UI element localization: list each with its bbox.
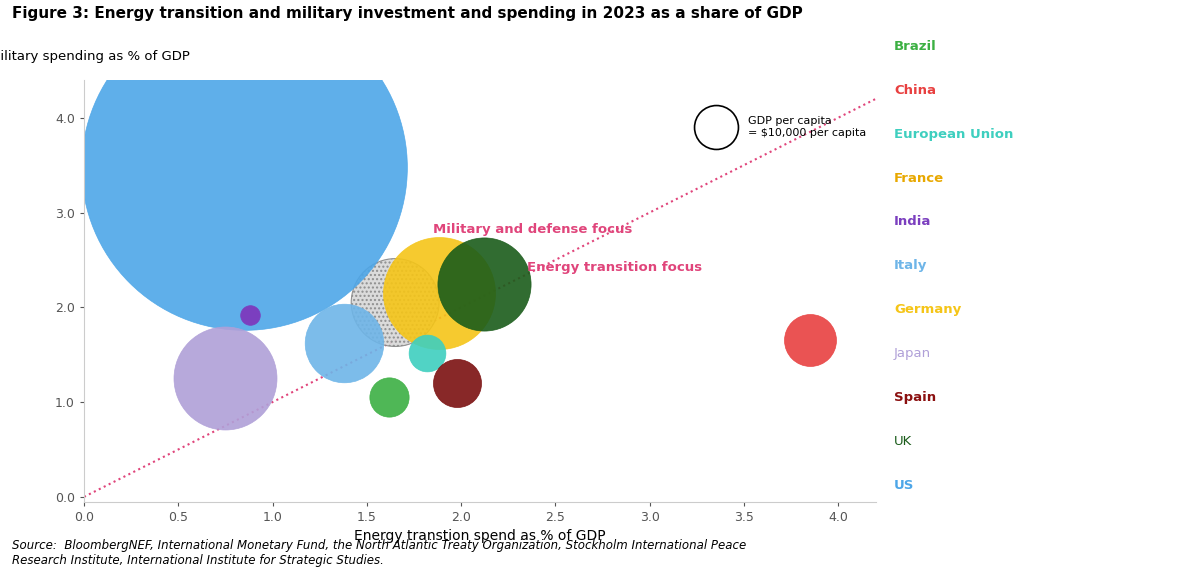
Text: European Union: European Union: [894, 128, 1013, 141]
Point: [474, 279, 493, 288]
X-axis label: Energy transtion spend as % of GDP: Energy transtion spend as % of GDP: [354, 529, 606, 543]
Point: [800, 336, 820, 345]
Text: China: China: [894, 84, 936, 97]
Point: [240, 310, 259, 319]
Point: [380, 393, 400, 402]
Text: Military spending as % of GDP: Military spending as % of GDP: [0, 50, 190, 63]
Text: Italy: Italy: [894, 259, 928, 272]
Text: UK: UK: [894, 435, 912, 448]
Point: [428, 288, 448, 298]
Text: US: US: [894, 479, 914, 492]
Text: GDP per capita
= $10,000 per capita: GDP per capita = $10,000 per capita: [748, 116, 866, 138]
Point: [706, 123, 725, 132]
Text: India: India: [894, 215, 931, 229]
Point: [448, 378, 467, 388]
Text: Military and defense focus: Military and defense focus: [433, 223, 632, 236]
Text: Germany: Germany: [894, 303, 961, 316]
Point: [216, 374, 235, 383]
Point: [235, 162, 254, 172]
Text: France: France: [894, 172, 944, 185]
Point: [385, 298, 404, 307]
Text: Japan: Japan: [894, 347, 931, 360]
Text: Brazil: Brazil: [894, 40, 937, 53]
Point: [418, 348, 437, 357]
Text: Energy transition focus: Energy transition focus: [527, 261, 702, 274]
Text: Source:  BloombergNEF, International Monetary Fund, the North Atlantic Treaty Or: Source: BloombergNEF, International Mone…: [12, 539, 746, 567]
Text: Spain: Spain: [894, 391, 936, 404]
Point: [335, 339, 354, 348]
Text: Figure 3: Energy transition and military investment and spending in 2023 as a sh: Figure 3: Energy transition and military…: [12, 6, 803, 21]
